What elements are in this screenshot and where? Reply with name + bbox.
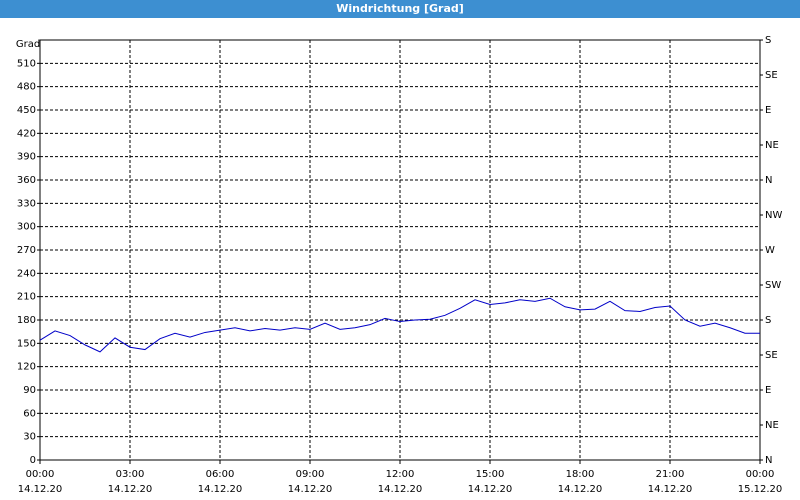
y-tick-label: 270 <box>17 245 36 256</box>
y-tick-label: 30 <box>23 432 36 443</box>
y2-tick-label: NE <box>765 420 779 431</box>
x-tick-date: 14.12.20 <box>108 484 153 495</box>
x-tick-date: 14.12.20 <box>468 484 513 495</box>
x-tick-label: 09:00 <box>296 469 325 480</box>
y-tick-label: 180 <box>17 315 36 326</box>
x-tick-date: 15.12.20 <box>738 484 783 495</box>
y-tick-label: 330 <box>17 198 36 209</box>
y-tick-label: 420 <box>17 128 36 139</box>
y2-tick-label: S <box>765 35 771 46</box>
y2-tick-label: NE <box>765 140 779 151</box>
data-line <box>39 297 760 353</box>
x-tick-label: 12:00 <box>386 469 415 480</box>
y2-tick-label: SE <box>765 70 778 81</box>
y-axis-label: Grad <box>16 39 40 50</box>
x-tick-date: 14.12.20 <box>198 484 243 495</box>
x-tick-label: 00:00 <box>26 469 55 480</box>
y-tick-label: 480 <box>17 82 36 93</box>
plot-frame <box>39 39 761 461</box>
y2-tick-label: S <box>765 315 771 326</box>
y-tick-label: 60 <box>23 408 36 419</box>
y-tick-label: 300 <box>17 222 36 233</box>
y2-tick-label: N <box>765 455 772 466</box>
x-tick-date: 14.12.20 <box>648 484 693 495</box>
chart-bg <box>0 18 800 500</box>
y-tick-label: 210 <box>17 292 36 303</box>
x-tick-label: 21:00 <box>656 469 685 480</box>
y-tick-label: 0 <box>30 455 36 466</box>
y-tick-label: 240 <box>17 268 36 279</box>
y-tick-label: 450 <box>17 105 36 116</box>
y-tick-label: 90 <box>23 385 36 396</box>
y2-tick-label: SE <box>765 350 778 361</box>
y2-tick-label: W <box>765 245 775 256</box>
y2-tick-label: E <box>765 385 771 396</box>
y2-tick-label: N <box>765 175 772 186</box>
x-tick-label: 06:00 <box>206 469 235 480</box>
y-tick-label: 510 <box>17 58 36 69</box>
x-tick-date: 14.12.20 <box>558 484 603 495</box>
y2-tick-label: E <box>765 105 771 116</box>
x-tick-date: 14.12.20 <box>288 484 333 495</box>
y2-tick-label: SW <box>765 280 781 291</box>
y-tick-label: 360 <box>17 175 36 186</box>
x-tick-label: 00:00 <box>746 469 775 480</box>
y-tick-label: 120 <box>17 362 36 373</box>
y-tick-label: 150 <box>17 338 36 349</box>
x-tick-label: 18:00 <box>566 469 595 480</box>
y-tick-label: 390 <box>17 152 36 163</box>
title-bar: Windrichtung [Grad] <box>0 0 800 18</box>
x-tick-date: 14.12.20 <box>18 484 63 495</box>
x-tick-label: 15:00 <box>476 469 505 480</box>
x-tick-date: 14.12.20 <box>378 484 423 495</box>
x-tick-label: 03:00 <box>116 469 145 480</box>
y2-tick-label: NW <box>765 210 782 221</box>
